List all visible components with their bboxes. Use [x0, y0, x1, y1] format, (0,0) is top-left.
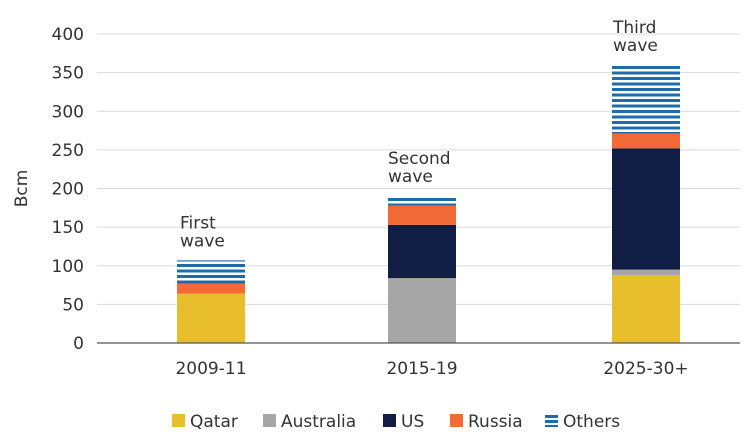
y-tick-label: 100 [52, 257, 84, 277]
bars [177, 64, 680, 343]
bar-segment-russia [612, 133, 680, 149]
legend-swatch-others [545, 414, 558, 427]
wave-annotation: Third [612, 18, 656, 38]
bar-segment-us [388, 224, 456, 279]
bar-segment-others [177, 260, 245, 284]
wave-annotation: wave [388, 167, 433, 187]
y-axis-ticks: 0 50 100 150 200 250 300 350 400 [52, 25, 84, 354]
legend-label-russia: Russia [468, 412, 523, 432]
y-tick-label: 400 [52, 25, 84, 45]
y-axis-title: Bcm [12, 170, 32, 208]
legend-swatch-qatar [172, 414, 185, 427]
bar-segment-russia [388, 205, 456, 225]
bar-segment-australia [388, 278, 456, 343]
bar-segment-russia [177, 283, 245, 294]
y-tick-label: 350 [52, 64, 84, 84]
legend-swatch-us [383, 414, 396, 427]
bar-segment-others [612, 64, 680, 134]
legend-label-australia: Australia [281, 412, 356, 432]
legend-label-others: Others [563, 412, 620, 432]
x-axis-ticks: 2009-11 2015-19 2025-30+ [175, 359, 688, 379]
x-tick-label: 2025-30+ [603, 359, 688, 379]
wave-annotation: Second [388, 149, 451, 169]
y-tick-label: 50 [62, 295, 84, 315]
legend-swatch-australia [263, 414, 276, 427]
bar-segment-qatar [612, 275, 680, 343]
wave-annotation: wave [180, 231, 225, 251]
bar-segment-us [612, 148, 680, 270]
y-tick-label: 0 [73, 334, 84, 354]
legend-swatch-russia [450, 414, 463, 427]
legend: Qatar Australia US Russia Others [172, 412, 620, 432]
y-tick-label: 200 [52, 180, 84, 200]
bar-segment-others [388, 196, 456, 206]
wave-annotation: First [180, 213, 216, 233]
wave-annotation: wave [613, 36, 658, 56]
bar-segment-australia [612, 269, 680, 276]
y-tick-label: 300 [52, 102, 84, 122]
x-tick-label: 2015-19 [386, 359, 457, 379]
bar-segment-qatar [177, 293, 245, 343]
legend-label-us: US [401, 412, 424, 432]
x-tick-label: 2009-11 [175, 359, 246, 379]
y-tick-label: 250 [52, 141, 84, 161]
legend-label-qatar: Qatar [190, 412, 238, 432]
y-tick-label: 150 [52, 218, 84, 238]
